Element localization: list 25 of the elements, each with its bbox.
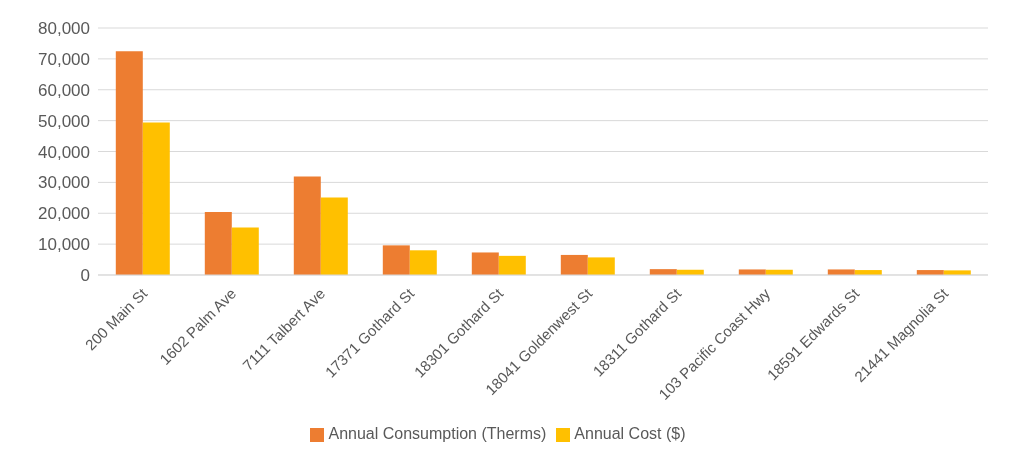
y-tick-label: 0 bbox=[80, 266, 90, 286]
bar bbox=[587, 257, 615, 275]
y-tick-label: 40,000 bbox=[38, 142, 90, 162]
y-tick-label: 30,000 bbox=[38, 173, 90, 193]
bar bbox=[471, 252, 499, 275]
bar bbox=[382, 245, 410, 275]
y-tick-label: 50,000 bbox=[38, 111, 90, 131]
y-tick-label: 80,000 bbox=[38, 19, 90, 39]
y-tick-label: 70,000 bbox=[38, 49, 90, 69]
bar bbox=[498, 255, 526, 275]
bar bbox=[738, 269, 766, 275]
bar bbox=[115, 51, 143, 275]
bar bbox=[204, 212, 232, 275]
y-tick-label: 60,000 bbox=[38, 80, 90, 100]
bar bbox=[409, 250, 437, 275]
bar bbox=[142, 122, 170, 275]
y-tick-label: 10,000 bbox=[38, 235, 90, 255]
legend-label: Annual Consumption (Therms) bbox=[328, 425, 547, 442]
bar bbox=[231, 227, 259, 275]
legend-label: Annual Cost ($) bbox=[574, 425, 686, 442]
bar bbox=[827, 269, 855, 275]
bar bbox=[560, 254, 588, 275]
y-tick-label: 20,000 bbox=[38, 204, 90, 224]
bar bbox=[320, 197, 348, 275]
bar bbox=[293, 176, 321, 275]
